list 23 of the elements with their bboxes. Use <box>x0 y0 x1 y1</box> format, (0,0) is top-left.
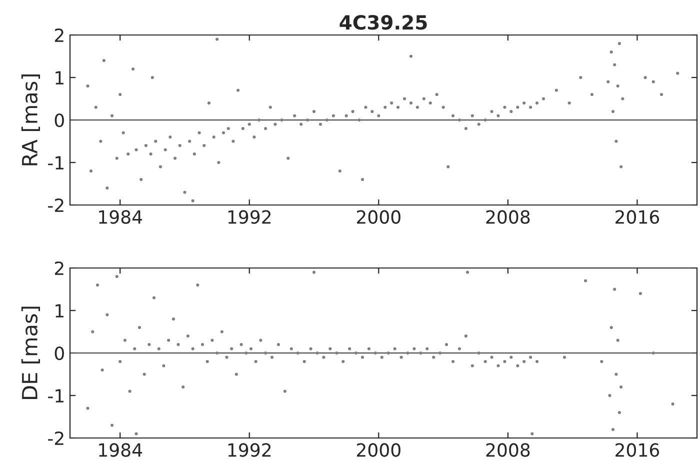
x-tick-label: 2008 <box>486 210 530 224</box>
y-tick-label: -1 <box>48 389 64 402</box>
y-tick-label: 2 <box>54 261 64 275</box>
x-tick-label: 1984 <box>99 443 142 457</box>
y-tick-label: -1 <box>48 156 64 170</box>
y-tick-label: 2 <box>54 28 64 42</box>
y-tick-label: 1 <box>56 71 64 84</box>
x-tick-label: 1984 <box>99 210 142 224</box>
x-tick-label: 2008 <box>486 443 530 457</box>
y-axis-title: RA [mas] <box>21 74 40 166</box>
y-tick-label: 0 <box>54 346 64 360</box>
chart-title: 4C39.25 <box>340 15 427 30</box>
x-tick-label: 2016 <box>616 210 660 224</box>
y-tick-label: 1 <box>56 304 64 318</box>
x-tick-label: 2000 <box>357 210 400 224</box>
x-tick-label: 1992 <box>228 210 271 224</box>
y-tick-label: 0 <box>54 113 64 128</box>
y-tick-label: -2 <box>48 198 64 212</box>
y-axis-title: DE [mas] <box>21 306 40 399</box>
y-tick-label: -2 <box>48 431 64 445</box>
x-tick-label: 2000 <box>357 443 400 457</box>
x-tick-label: 2016 <box>616 443 660 457</box>
x-tick-label: 1992 <box>228 443 271 457</box>
